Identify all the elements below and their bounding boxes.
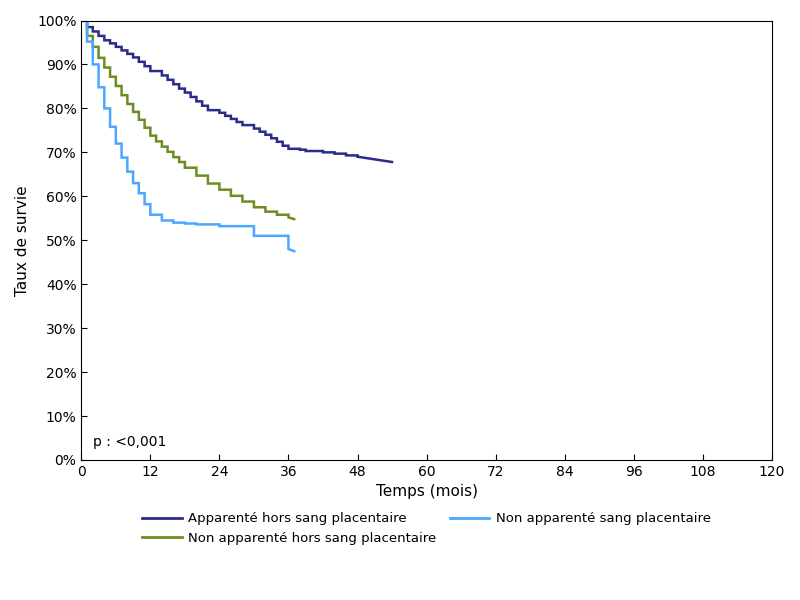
Legend: Apparenté hors sang placentaire, Non apparenté hors sang placentaire, Non appare: Apparenté hors sang placentaire, Non app…	[137, 507, 716, 550]
X-axis label: Temps (mois): Temps (mois)	[375, 484, 478, 499]
Y-axis label: Taux de survie: Taux de survie	[15, 185, 30, 296]
Text: p : <0,001: p : <0,001	[93, 435, 166, 449]
